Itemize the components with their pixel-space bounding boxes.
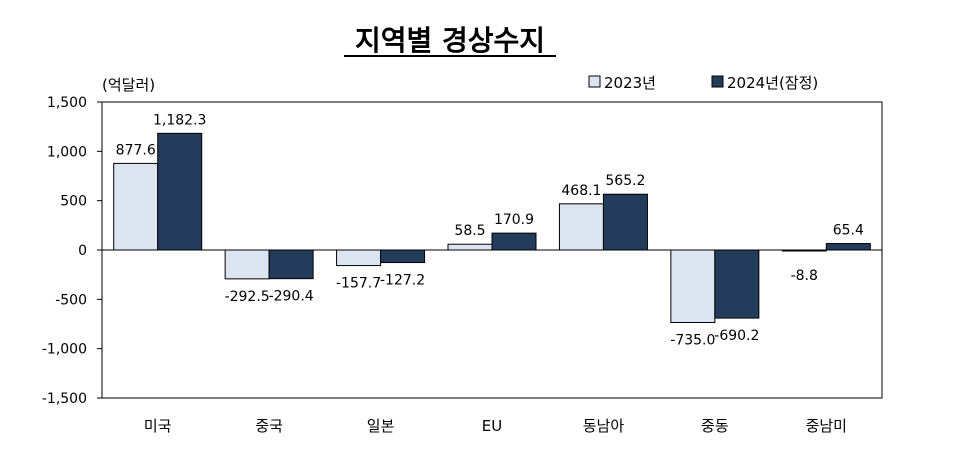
bar-2024 (380, 249, 426, 264)
bar-2023 (447, 243, 493, 251)
bar-2024 (602, 193, 648, 251)
category-labels-group: 미국 중국 일본 EU 동남아 중동 중남미 (144, 417, 847, 435)
legend-swatch-2023 (588, 75, 601, 88)
data-label: 1,182.3 (153, 112, 206, 128)
data-label: 65.4 (833, 223, 864, 239)
bar-2023 (336, 249, 382, 267)
y-axis: 1,500 1,000 500 0 -500 -1,000 -1,500 (42, 95, 102, 407)
bar-2024 (714, 249, 760, 319)
data-label: 877.6 (116, 142, 156, 158)
data-label: 170.9 (494, 212, 534, 228)
x-category-label: 동남아 (583, 417, 625, 435)
data-label: -292.5 (225, 289, 270, 305)
y-tick-label: -1,000 (42, 342, 87, 358)
x-category-label: 중국 (255, 417, 283, 435)
y-tick-label: -500 (55, 292, 87, 308)
data-label: 468.1 (561, 183, 601, 199)
data-label: -735.0 (670, 333, 715, 349)
y-tick-label: 1,500 (47, 95, 87, 111)
bar-2023 (113, 162, 159, 251)
data-label: -127.2 (380, 273, 425, 289)
chart-title: 지역별 경상수지 (355, 24, 545, 57)
data-label: 58.5 (454, 223, 485, 239)
legend-label-2023: 2023년 (604, 74, 656, 92)
legend: 2023년 2024년(잠정) (588, 74, 818, 92)
bar-2024 (157, 132, 203, 251)
legend-swatch-2024 (711, 75, 724, 88)
x-category-label: 미국 (144, 417, 172, 435)
unit-label: (억달러) (102, 76, 155, 94)
bar-2023 (670, 249, 716, 324)
bars-group (113, 132, 871, 324)
y-tick-label: 0 (78, 243, 87, 259)
y-tick-label: 500 (60, 194, 87, 210)
bar-2023 (558, 203, 604, 251)
y-tick-label: 1,000 (47, 144, 87, 160)
legend-label-2024: 2024년(잠정) (727, 74, 818, 92)
data-label: -290.4 (269, 289, 314, 305)
bar-2024 (825, 243, 871, 251)
data-labels-group: 877.6 1,182.3 -292.5-290.4 -157.7-127.2 58.5… (116, 112, 864, 348)
x-category-label: EU (482, 417, 502, 435)
y-tick-label: -1,500 (42, 391, 87, 407)
bar-2024 (491, 232, 537, 251)
x-category-label: 일본 (367, 417, 395, 435)
data-label: 565.2 (605, 173, 645, 189)
data-label: -8.8 (791, 268, 818, 284)
x-category-label: 중남미 (806, 417, 847, 435)
bar-2024 (268, 249, 314, 280)
data-label: -690.2 (714, 328, 759, 344)
x-category-label: 중동 (701, 417, 729, 435)
bar-2023 (224, 249, 270, 280)
data-label: -157.7 (336, 276, 381, 292)
